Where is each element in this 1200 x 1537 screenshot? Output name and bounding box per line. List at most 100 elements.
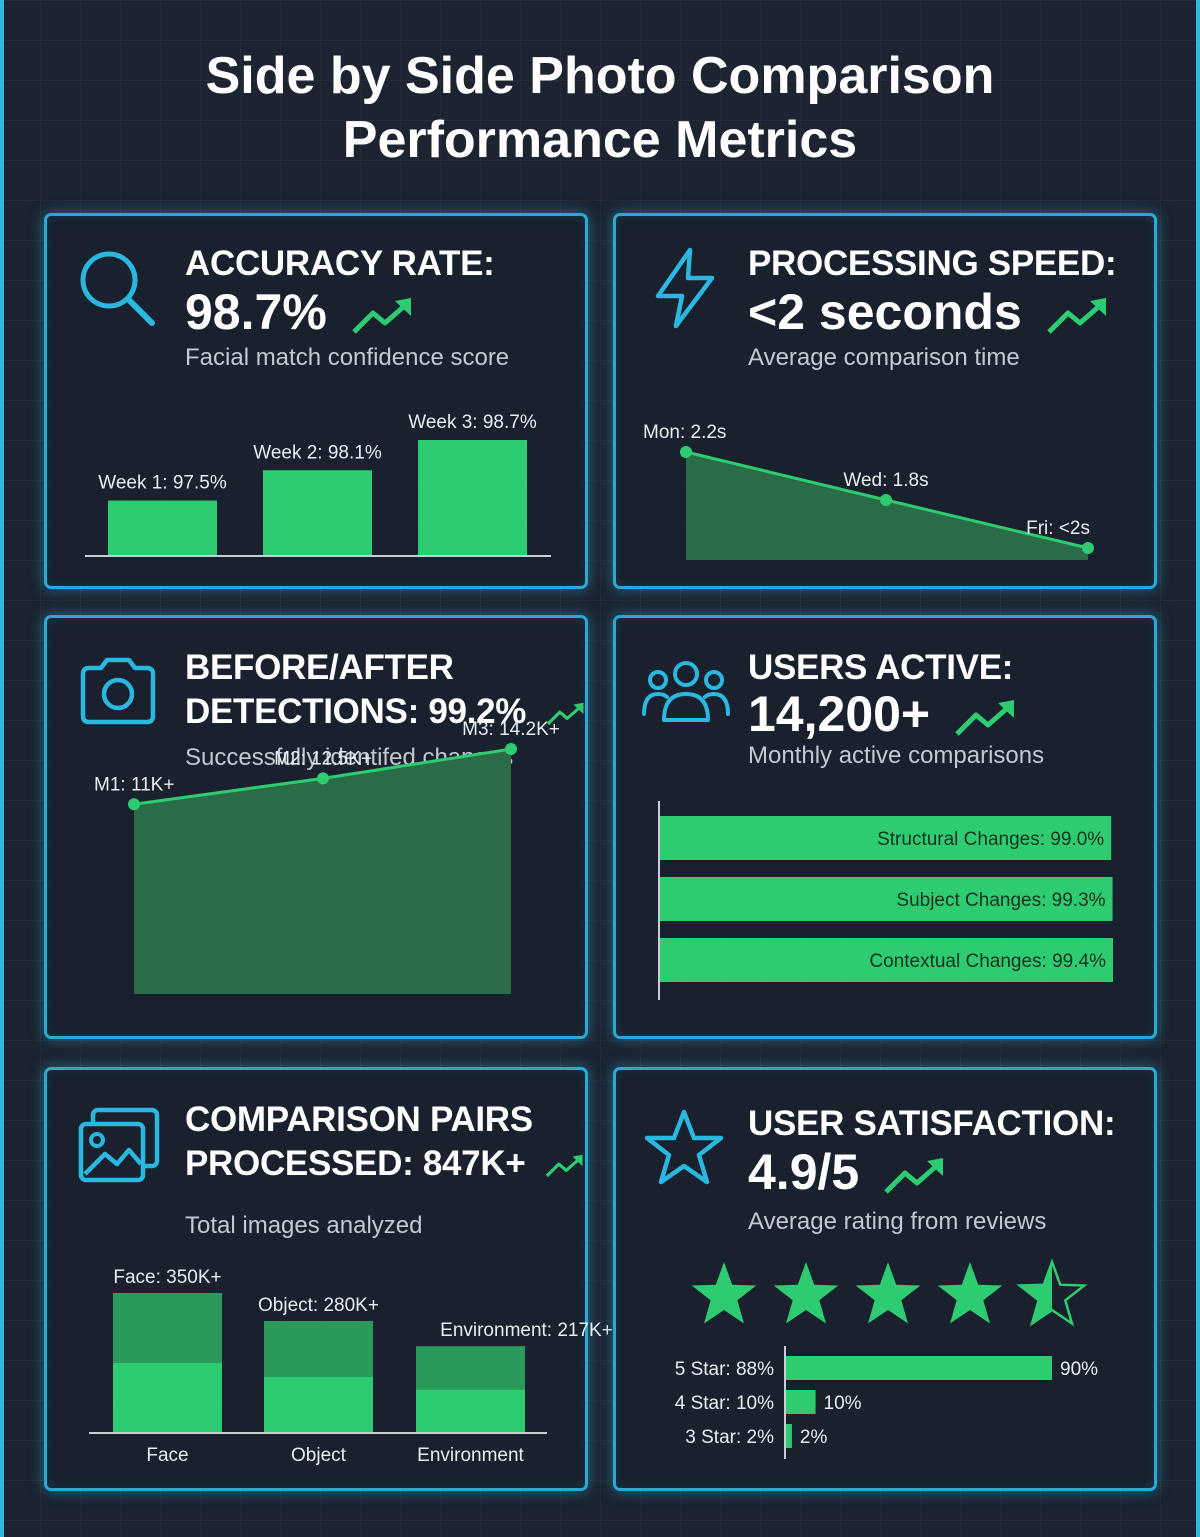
accuracy-bar — [108, 500, 217, 556]
speed-area — [686, 452, 1088, 560]
speed-point — [680, 446, 692, 458]
pairs-bar-label: Object: 280K+ — [258, 1295, 379, 1316]
pairs-bar-upper-segment — [416, 1346, 525, 1390]
page-title-line2: Performance Metrics — [342, 111, 858, 169]
rating-star-full — [691, 1262, 757, 1324]
trend-up-icon — [351, 297, 411, 334]
detections-heading-line2: DETECTIONS: 99.2% — [185, 692, 527, 731]
accuracy-bar-chart: Week 1: 97.5% Week 2: 98.1% Week 3: 98.7% — [85, 412, 551, 557]
pairs-heading-line2: PROCESSED: 847K+ — [185, 1144, 526, 1183]
pairs-bar-label: Face: 350K+ — [113, 1267, 221, 1288]
users-icon — [642, 661, 730, 722]
rating-star-full — [855, 1262, 921, 1324]
detections-point-label: M2: 12.5K+ — [274, 748, 372, 769]
satisfaction-rating-chart: 5 Star: 88% 90% 4 Star: 10% 10% 3 Star: 2% 2% — [675, 1258, 1098, 1459]
pairs-bar-upper-segment — [264, 1321, 373, 1377]
detections-panel: BEFORE/AFTER DETECTIONS: 99.2% Successfu… — [44, 615, 588, 1039]
detections-heading-line2-row: DETECTIONS: 99.2% — [185, 690, 586, 734]
rating-star-full — [937, 1262, 1003, 1324]
accuracy-value: 98.7% — [185, 284, 327, 340]
detections-point — [505, 743, 517, 756]
trend-up-icon — [884, 1157, 944, 1194]
pairs-bar-lower-segment — [416, 1389, 525, 1433]
speed-panel: PROCESSING SPEED: <2 seconds Average com… — [613, 213, 1157, 589]
rating-category-label: 3 Star: 2% — [685, 1427, 774, 1448]
satisfaction-value: 4.9/5 — [748, 1144, 860, 1200]
detections-point-label: M3: 14.2K+ — [462, 719, 560, 740]
detections-area — [134, 749, 511, 994]
rating-value-label: 90% — [1060, 1359, 1098, 1380]
detections-point — [317, 772, 329, 785]
changes-hbar-chart: Structural Changes: 99.0% Subject Changes… — [658, 801, 1113, 1000]
accuracy-bar — [263, 470, 372, 556]
satisfaction-heading: USER SATISFACTION: — [748, 1104, 1116, 1143]
pairs-panel: COMPARISON PAIRS PROCESSED: 847K+ Total … — [44, 1067, 613, 1491]
speed-point-label: Fri: <2s — [1026, 518, 1090, 539]
speed-value-row: <2 seconds — [748, 284, 1110, 340]
rating-category-label: 5 Star: 88% — [675, 1359, 774, 1380]
image-gallery-icon — [78, 1107, 160, 1183]
pairs-heading-line1: COMPARISON PAIRS — [185, 1100, 533, 1139]
rating-value-label: 2% — [800, 1427, 828, 1448]
speed-subtitle: Average comparison time — [748, 344, 1020, 371]
detections-area-chart: M1: 11K+ M2: 12.5K+ M3: 14.2K+ — [94, 719, 560, 994]
pairs-heading-line2-row: PROCESSED: 847K+ — [185, 1142, 585, 1186]
speed-heading: PROCESSING SPEED: — [748, 244, 1117, 283]
users-value-row: 14,200+ — [748, 686, 1018, 742]
users-subtitle: Monthly active comparisons — [748, 742, 1045, 769]
pairs-bar-upper-segment — [113, 1293, 222, 1363]
rating-star-outline — [1016, 1258, 1088, 1327]
trend-up-icon — [546, 702, 584, 725]
speed-point-label: Mon: 2.2s — [643, 422, 726, 443]
right-edge-accent — [1196, 0, 1200, 1537]
camera-icon — [80, 657, 156, 725]
rating-star-full — [773, 1262, 839, 1324]
changes-bar — [660, 816, 1112, 860]
detections-point — [128, 798, 140, 811]
rating-value-label: 10% — [824, 1393, 862, 1414]
trend-up-icon — [1046, 297, 1106, 334]
left-edge-accent — [0, 0, 4, 1537]
pairs-bar-lower-segment — [264, 1377, 373, 1433]
search-icon — [80, 251, 155, 326]
accuracy-subtitle: Facial match confidence score — [185, 344, 510, 371]
rating-star-partial-fill — [1019, 1262, 1052, 1324]
pairs-subtitle: Total images analyzed — [185, 1212, 423, 1239]
rating-bar — [786, 1390, 816, 1414]
users-heading: USERS ACTIVE: — [748, 648, 1014, 687]
pairs-category-label: Object — [291, 1445, 347, 1466]
accuracy-value-row: 98.7% — [185, 284, 415, 340]
accuracy-bar — [418, 440, 527, 556]
accuracy-bar-label: Week 2: 98.1% — [253, 442, 382, 463]
accuracy-bar-label: Week 1: 97.5% — [98, 473, 227, 494]
pairs-category-label: Face — [146, 1445, 188, 1466]
speed-area-chart: Mon: 2.2s Wed: 1.8s Fri: <2s — [643, 422, 1094, 560]
detections-heading-line1: BEFORE/AFTER — [185, 648, 454, 687]
accuracy-heading: ACCURACY RATE: — [185, 244, 495, 283]
accuracy-bar-label: Week 3: 98.7% — [408, 412, 537, 433]
accuracy-panel: ACCURACY RATE: 98.7% Facial match confid… — [44, 213, 588, 589]
pairs-category-label: Environment — [417, 1445, 524, 1466]
changes-bar — [660, 877, 1113, 921]
speed-point — [1082, 542, 1094, 554]
satisfaction-panel: USER SATISFACTION: 4.9/5 Average rating … — [613, 1067, 1157, 1491]
pairs-bar-chart: Face: 350K+ Face Object: 280K+ Object Enviro… — [89, 1267, 613, 1466]
changes-bar — [660, 938, 1113, 982]
detections-point-label: M1: 11K+ — [94, 774, 174, 795]
changes-bar-label: Subject Changes: 99.3% — [896, 890, 1105, 911]
changes-bar-label: Contextual Changes: 99.4% — [869, 951, 1106, 972]
trend-up-icon — [955, 699, 1015, 736]
trend-up-icon — [545, 1154, 583, 1177]
users-panel: USERS ACTIVE: 14,200+ Monthly active com… — [613, 615, 1157, 1039]
speed-value: <2 seconds — [748, 284, 1022, 340]
pairs-bar-label: Environment: 217K+ — [440, 1320, 613, 1341]
users-value: 14,200+ — [748, 686, 931, 742]
speed-point — [880, 494, 892, 506]
satisfaction-subtitle: Average rating from reviews — [748, 1208, 1047, 1235]
star-outline-icon — [644, 1109, 724, 1185]
rating-bar — [786, 1424, 792, 1448]
speed-point-label: Wed: 1.8s — [843, 470, 928, 491]
pairs-bar-lower-segment — [113, 1363, 222, 1433]
lightning-icon — [655, 247, 715, 329]
changes-bar-label: Structural Changes: 99.0% — [877, 829, 1104, 850]
